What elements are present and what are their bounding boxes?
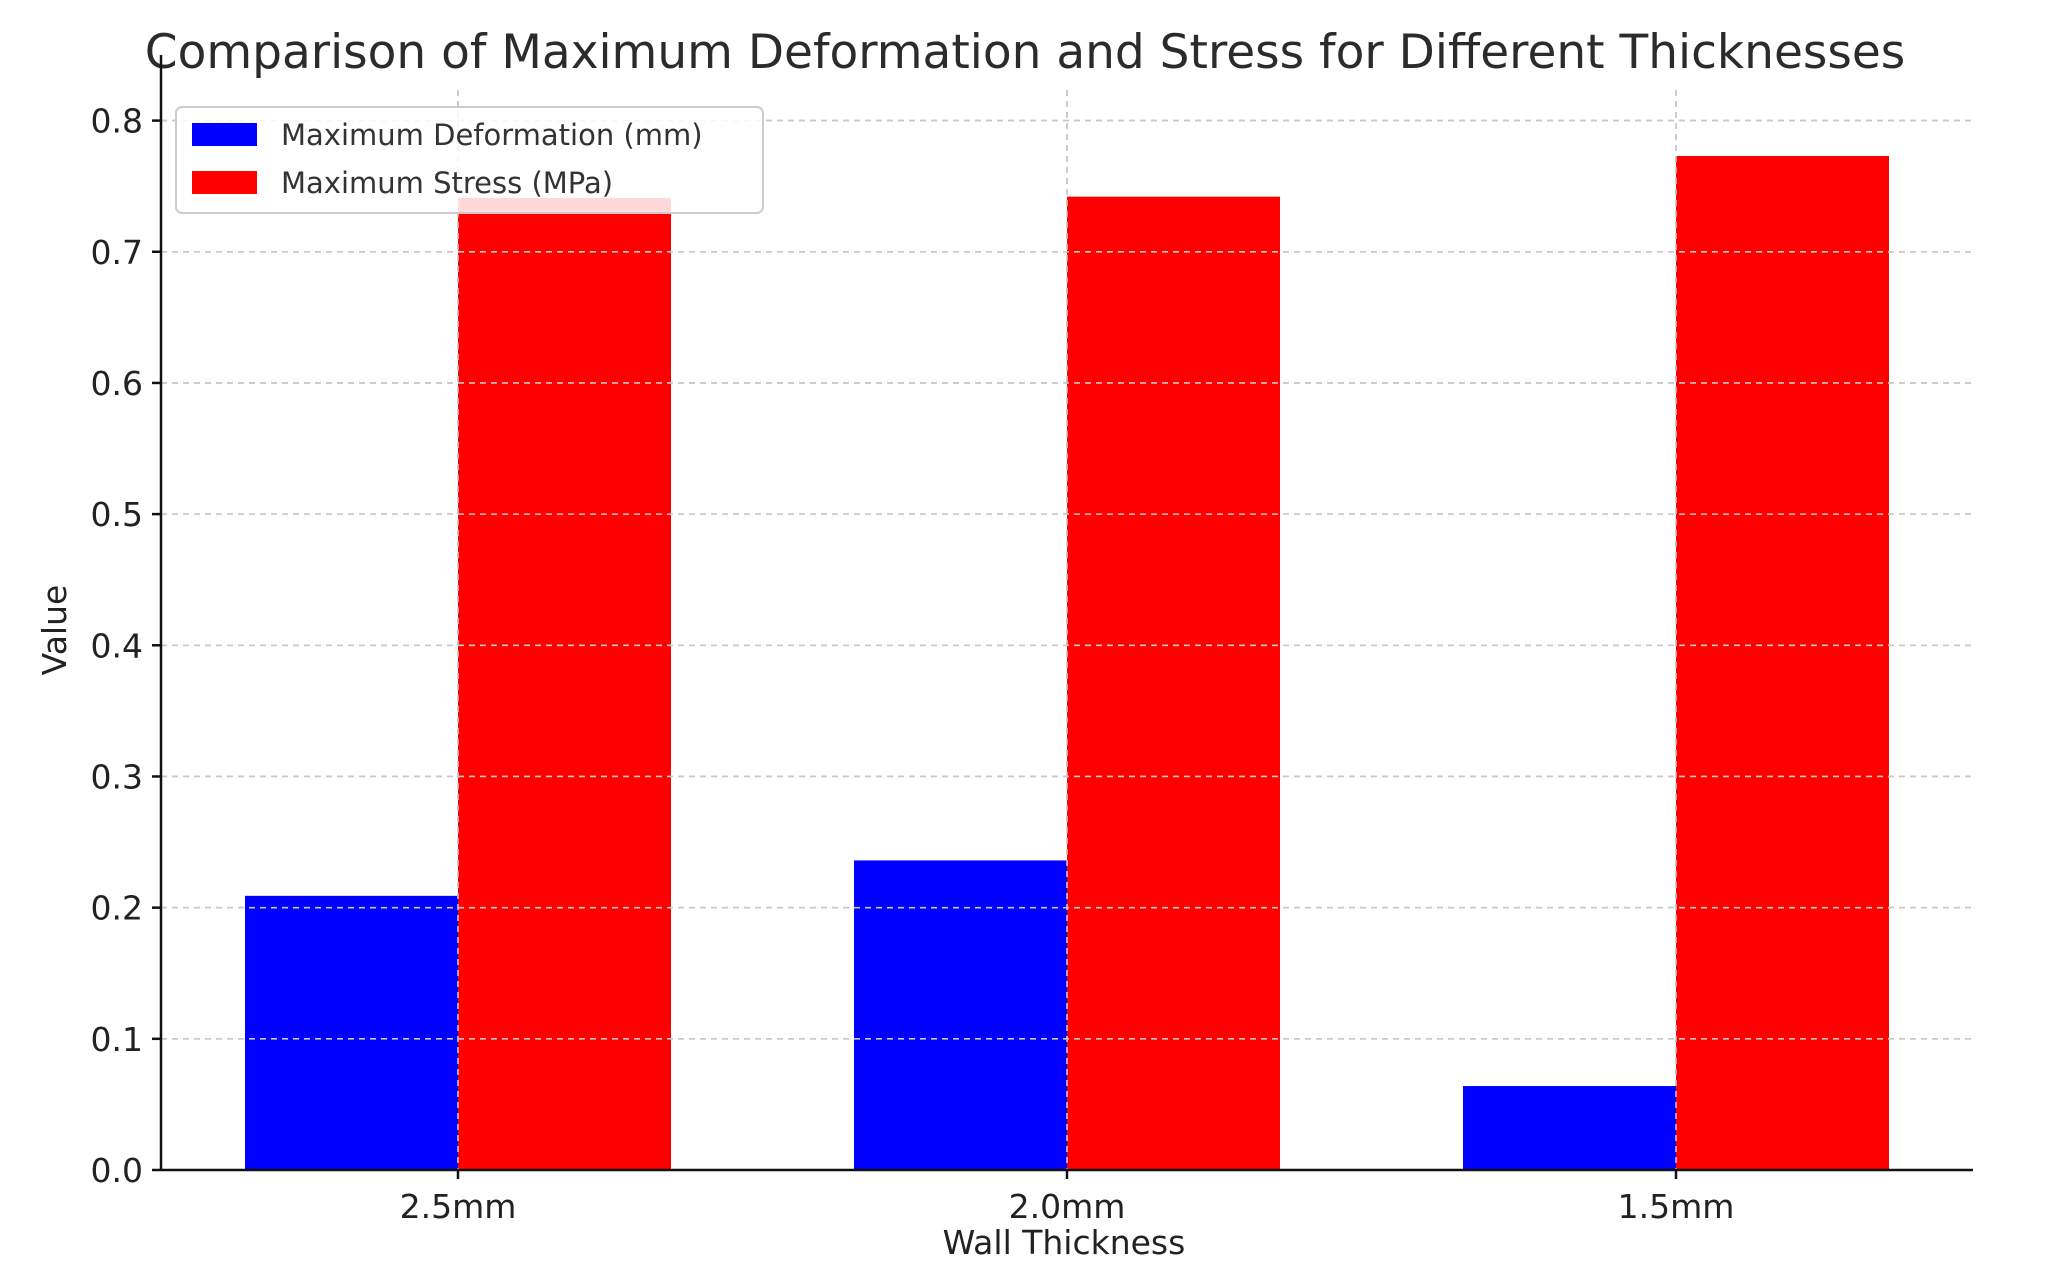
bars (245, 156, 1889, 1171)
legend-box (175, 106, 764, 214)
y-tick-label: 0.3 (91, 757, 143, 796)
legend: Maximum Deformation (mm) Maximum Stress (… (175, 106, 764, 214)
bar-deformation-2.5mm (245, 895, 458, 1170)
y-tick-label: 0.1 (91, 1020, 143, 1059)
legend-swatch (192, 123, 257, 146)
chart-title: Comparison of Maximum Deformation and St… (145, 25, 1905, 80)
y-tick-label: 0.8 (91, 102, 143, 141)
x-tick-label: 2.0mm (1009, 1187, 1126, 1226)
x-axis-label: Wall Thickness (943, 1223, 1186, 1262)
bar-stress-2.5mm (458, 197, 671, 1170)
y-tick-label: 0.0 (91, 1151, 143, 1190)
y-tick-label: 0.2 (91, 889, 143, 928)
legend-swatch (192, 171, 257, 194)
bar-stress-2.0mm (1067, 196, 1280, 1170)
bar-stress-1.5mm (1676, 156, 1889, 1171)
y-tick-label: 0.5 (91, 495, 143, 534)
legend-label: Maximum Deformation (mm) (281, 118, 703, 152)
y-tick-label: 0.4 (91, 626, 143, 665)
y-axis-label: Value (35, 585, 74, 676)
bar-deformation-1.5mm (1463, 1086, 1676, 1170)
legend-label: Maximum Stress (MPa) (281, 166, 613, 200)
x-tick-label: 1.5mm (1618, 1187, 1735, 1226)
y-tick-label: 0.7 (91, 233, 143, 272)
y-ticks: 0.0 0.1 0.2 0.3 0.4 0.5 0.6 0.7 0.8 (91, 102, 161, 1190)
x-ticks: 2.5mm 2.0mm 1.5mm (400, 1170, 1735, 1226)
grid-overlay (161, 90, 1973, 1170)
y-tick-label: 0.6 (91, 364, 143, 403)
bar-deformation-2.0mm (854, 860, 1067, 1170)
x-tick-label: 2.5mm (400, 1187, 517, 1226)
